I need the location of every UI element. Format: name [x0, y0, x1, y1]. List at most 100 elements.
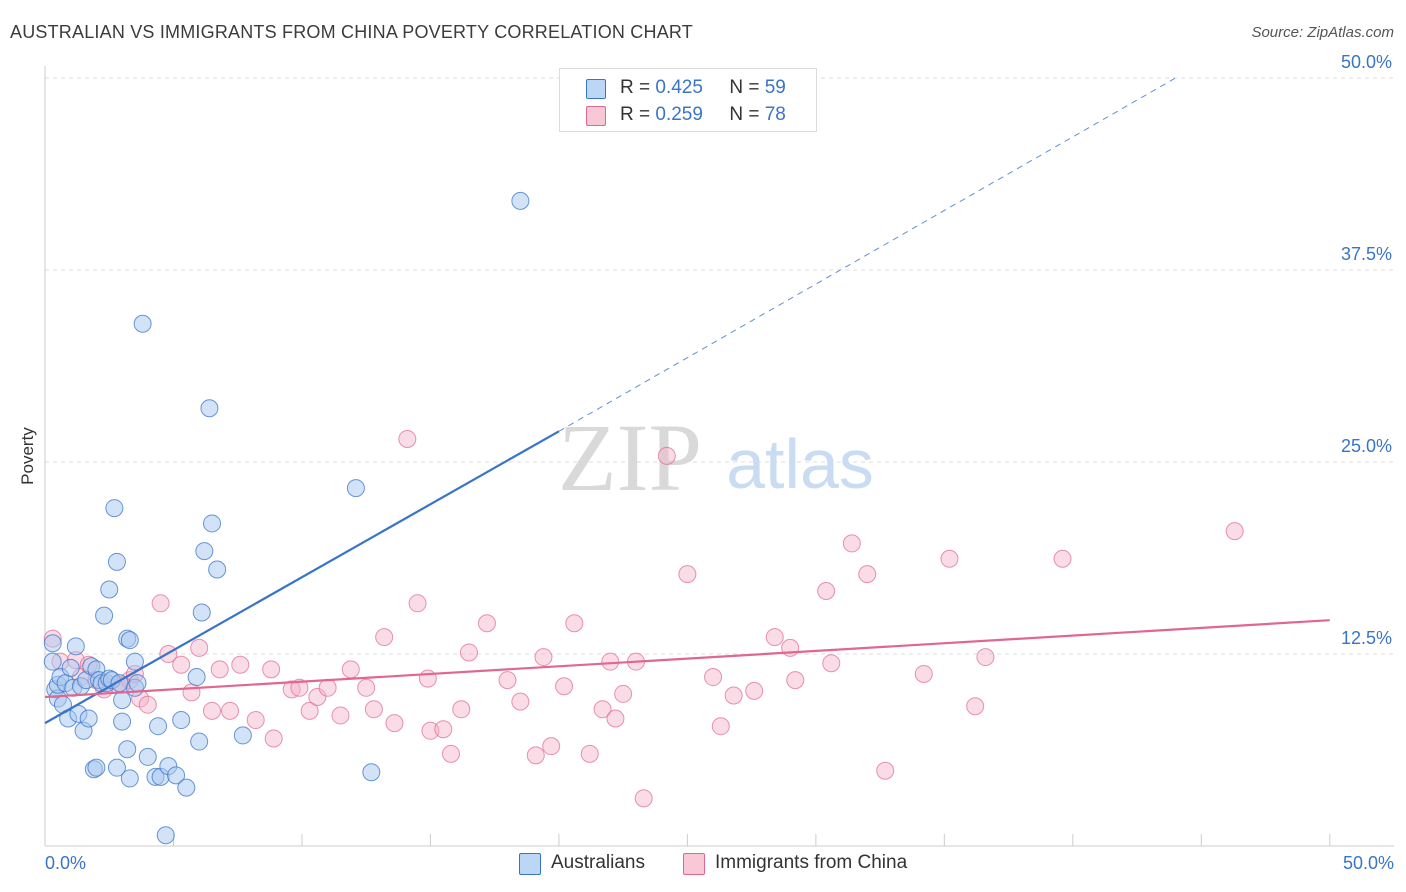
legend-r-label: R =: [620, 77, 651, 98]
australians-point: [172, 711, 191, 730]
china-point: [534, 648, 553, 667]
legend-n-label: N =: [729, 77, 760, 98]
australians-point: [190, 732, 209, 751]
legend-r-label: R =: [620, 104, 651, 125]
y-tick-label: 50.0%: [1341, 52, 1392, 72]
australians-point: [66, 637, 85, 656]
australians-point: [113, 691, 132, 710]
china-point: [822, 654, 841, 673]
china-point: [1225, 522, 1244, 541]
legend-n-label: N =: [729, 104, 760, 125]
australians-point: [125, 652, 144, 671]
y-tick-label: 25.0%: [1341, 436, 1392, 456]
australians-point: [107, 552, 126, 571]
legend-n-value: 78: [764, 104, 786, 125]
series-australians-points: [43, 191, 530, 845]
australians-point: [128, 674, 147, 693]
china-point: [711, 717, 730, 736]
china-point: [526, 746, 545, 765]
australians-point: [346, 479, 365, 498]
australians-point: [100, 580, 119, 599]
australians-point: [187, 668, 206, 687]
china-point: [290, 678, 309, 697]
china-point: [341, 660, 360, 679]
australians-point: [200, 399, 219, 418]
china-point: [580, 744, 599, 763]
x-tick-label: 0.0%: [45, 853, 86, 873]
australians-point: [107, 758, 126, 777]
australians-point: [43, 634, 62, 653]
china-point: [765, 628, 784, 647]
china-point: [1053, 549, 1072, 568]
china-point: [434, 720, 453, 739]
source-label: Source: ZipAtlas.com: [1251, 24, 1394, 41]
china-point: [221, 701, 240, 720]
china-point: [231, 655, 250, 674]
china-point: [331, 706, 350, 725]
china-point: [203, 701, 222, 720]
bottom-legend-swatch-blue: [519, 853, 541, 875]
australians-point: [203, 514, 222, 533]
australians-point: [118, 740, 137, 759]
china-point: [876, 761, 895, 780]
australians-point: [156, 826, 175, 845]
china-point: [190, 638, 209, 657]
china-point: [308, 688, 327, 707]
china-point: [786, 671, 805, 690]
australians-point: [87, 758, 106, 777]
australians-point: [149, 717, 168, 736]
china-point: [858, 565, 877, 584]
bottom-legend-swatch-pink: [683, 853, 705, 875]
china-point: [418, 669, 437, 688]
australians-point: [120, 769, 139, 788]
bottom-legend-label: Immigrants from China: [715, 852, 908, 873]
china-point: [511, 692, 530, 711]
china-point: [300, 701, 319, 720]
china-point: [593, 700, 612, 719]
china-point: [565, 614, 584, 633]
chart-title: AUSTRALIAN VS IMMIGRANTS FROM CHINA POVE…: [10, 22, 693, 42]
china-point: [364, 700, 383, 719]
china-point: [542, 737, 561, 756]
china-point: [262, 660, 281, 679]
china-point: [138, 695, 157, 714]
china-point: [477, 614, 496, 633]
australians-point: [138, 747, 157, 766]
china-point: [498, 671, 517, 690]
watermark-zip: ZIP: [558, 404, 702, 511]
legend-swatch-blue: [586, 79, 606, 99]
china-point: [398, 429, 417, 448]
china-point: [704, 668, 723, 687]
australians-trendline: [44, 430, 560, 725]
china-point: [421, 721, 440, 740]
legend-swatch-pink: [586, 106, 606, 126]
china-point: [678, 565, 697, 584]
china-point: [657, 446, 676, 465]
australians-point: [195, 542, 214, 561]
gridlines: [45, 77, 1394, 655]
x-tick-label: 50.0%: [1343, 853, 1394, 873]
china-point: [408, 594, 427, 613]
china-point: [940, 549, 959, 568]
australians-point: [43, 652, 62, 671]
trendlines: [44, 77, 1330, 725]
china-point: [842, 534, 861, 553]
legend-n-value: 59: [764, 77, 786, 98]
china-point: [817, 582, 836, 601]
china-point: [357, 678, 376, 697]
china-trendline: [44, 619, 1330, 699]
australians-point: [133, 314, 152, 333]
china-point: [601, 652, 620, 671]
china-point: [282, 680, 301, 699]
legend-r-value: 0.425: [655, 77, 703, 98]
australians-point: [95, 606, 114, 625]
australians-point: [167, 766, 186, 785]
china-point: [375, 628, 394, 647]
china-point: [441, 744, 460, 763]
australians-point: [79, 709, 98, 728]
australians-point: [511, 191, 530, 210]
watermark-atlas: atlas: [726, 425, 874, 503]
china-point: [459, 643, 478, 662]
tick-labels: 12.5% 25.0% 37.5% 50.0% 0.0% 50.0%: [45, 52, 1394, 873]
